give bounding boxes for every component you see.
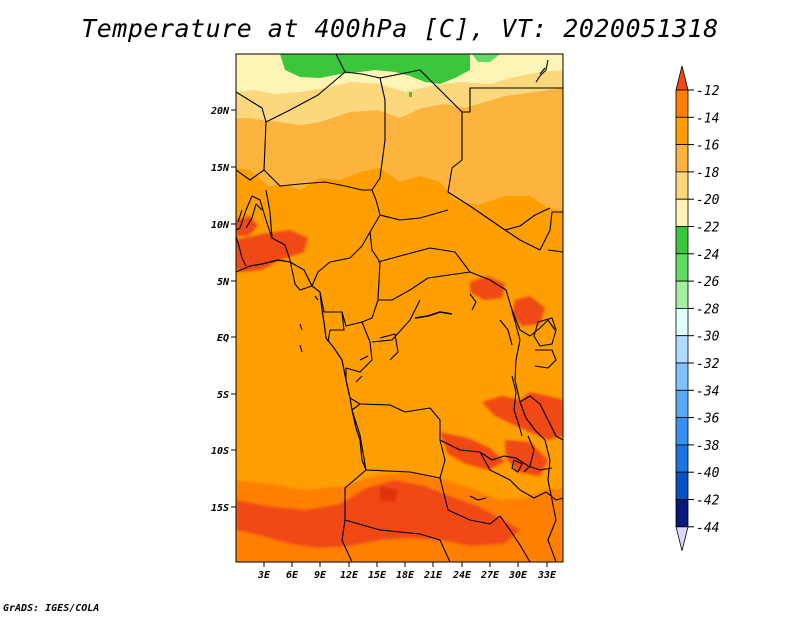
colorbar-label: -24 — [696, 248, 719, 263]
colorbar-segment — [675, 444, 689, 473]
colorbar-label: -34 — [696, 384, 719, 399]
colorbar-segment — [675, 89, 689, 118]
colorbar-label: -30 — [696, 330, 720, 345]
latitude-axis: 20N 15N 10N 5N EQ 5S 10S 15S — [210, 106, 236, 514]
colorbar-segment — [675, 417, 689, 446]
lon-label: 18E — [396, 570, 415, 581]
hot-patch-west-africa — [236, 230, 308, 272]
lon-label: 15E — [368, 570, 387, 581]
lat-label: 5S — [217, 390, 229, 401]
colorbar-label: -14 — [696, 111, 719, 126]
field-26-to-24 — [472, 54, 500, 62]
colorbar-segment — [675, 307, 689, 337]
hot-band-south — [236, 480, 520, 548]
colorbar-label: -44 — [696, 521, 719, 536]
lat-label: 5N — [217, 277, 230, 288]
colorbar-segment — [675, 362, 689, 391]
map-title: Temperature at 400hPa [C], VT: 202005131… — [81, 14, 719, 43]
colorbar-label: -38 — [696, 439, 720, 454]
colorbar-segment — [675, 471, 689, 500]
colorbar-label: -12 — [696, 84, 720, 99]
colorbar-label: -36 — [696, 412, 720, 427]
hot-patch-east — [482, 392, 563, 440]
lat-label: 20N — [210, 106, 230, 117]
lon-label: 6E — [286, 570, 299, 581]
lon-label: 3E — [257, 570, 271, 581]
lon-label: 33E — [537, 570, 557, 581]
temperature-field — [236, 54, 563, 562]
colorbar-segment — [675, 171, 689, 200]
lat-label: 10S — [211, 446, 229, 457]
colorbar-label: -18 — [696, 166, 720, 181]
colorbar-segment — [675, 280, 689, 309]
colorbar-label: -40 — [696, 466, 720, 481]
colorbar-label: -26 — [696, 275, 720, 290]
grads-credit: GrADS: IGES/COLA — [3, 603, 100, 614]
colorbar-label: -16 — [696, 139, 720, 154]
colorbar-label: -42 — [696, 494, 720, 509]
lon-label: 9E — [314, 570, 327, 581]
field-24-to-22 — [280, 54, 470, 84]
colorbar-segment — [675, 499, 689, 528]
country-boundaries — [236, 54, 563, 562]
colorbar-label: -28 — [696, 302, 720, 317]
colorbar-label: -22 — [696, 221, 720, 236]
lat-label: 10N — [211, 220, 230, 231]
hot-patch-central — [470, 276, 505, 300]
lon-label: 24E — [452, 570, 472, 581]
lat-label: 15N — [211, 163, 230, 174]
lon-label: 27E — [480, 570, 500, 581]
colorbar: -12 -14 -16 -18 -20 -22 -24 -26 -28 -30 -32 -34 -36 -… — [675, 65, 720, 551]
map-frame — [235, 53, 564, 563]
colorbar-segment — [675, 389, 689, 418]
colorbar-label: -20 — [696, 193, 720, 208]
colorbar-segment — [675, 226, 689, 255]
lon-label: 30E — [508, 570, 528, 581]
lat-label: 15S — [211, 503, 229, 514]
longitude-axis: 3E 6E 9E 12E 15E 18E 21E 24E 27E 30E 33E — [257, 562, 557, 581]
colorbar-label: -32 — [696, 357, 720, 372]
colorbar-top-triangle — [675, 65, 689, 91]
colorbar-segment — [675, 198, 689, 227]
lon-label: 12E — [340, 570, 359, 581]
lon-label: 21E — [423, 570, 443, 581]
lat-label: EQ — [217, 333, 229, 344]
colorbar-segment — [675, 335, 689, 364]
colorbar-bottom-triangle — [675, 526, 689, 551]
colorbar-segment — [675, 116, 689, 146]
colorbar-segment — [675, 253, 689, 282]
colorbar-segment — [675, 144, 689, 173]
